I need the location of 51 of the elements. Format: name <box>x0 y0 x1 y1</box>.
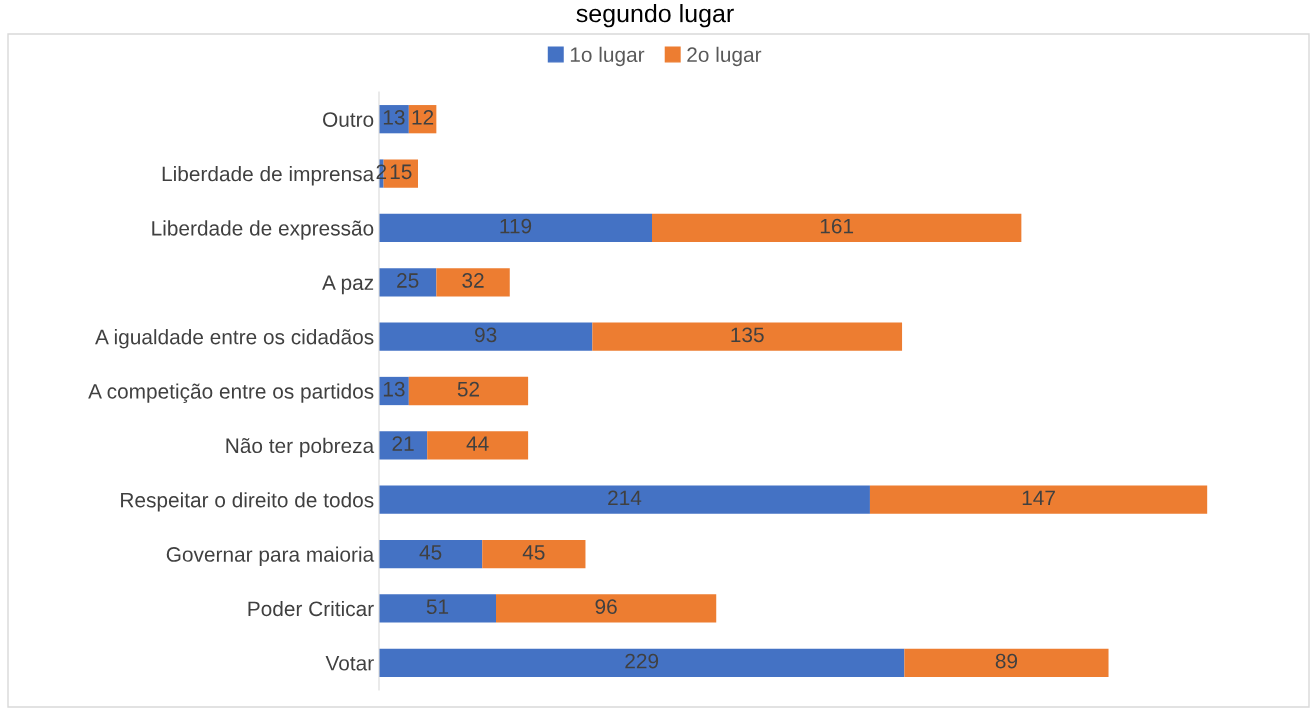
data-label: 119 <box>500 218 532 234</box>
data-label: 2 <box>376 164 387 179</box>
bar <box>904 648 1109 677</box>
legend-label: 2o lugar <box>687 46 762 67</box>
y-tick-label: Governar para maioria <box>166 546 375 566</box>
y-tick-label: Respeitar o direito de todos <box>121 492 374 512</box>
y-tick-label: Liberdade de expressão <box>152 220 374 240</box>
data-label: 32 <box>462 273 484 288</box>
data-label: 89 <box>995 653 1018 669</box>
bar <box>436 268 510 297</box>
bar <box>379 322 593 351</box>
bar <box>482 539 586 569</box>
data-label: 93 <box>475 327 497 343</box>
data-label: 21 <box>392 436 414 451</box>
bar <box>408 376 529 406</box>
bar <box>496 594 717 623</box>
data-label: 45 <box>522 545 545 560</box>
chart-title: segundo lugar <box>576 4 734 28</box>
data-label: 13 <box>383 381 405 397</box>
y-tick-label: A igualdade entre os cidadãos <box>95 329 374 349</box>
bar <box>869 485 1208 514</box>
bar <box>427 431 529 460</box>
y-tick-label: A paz <box>322 275 374 295</box>
data-label: 44 <box>466 436 489 451</box>
y-tick-label: A competição entre os partidos <box>88 383 374 403</box>
bar <box>592 322 903 351</box>
data-label: 51 <box>426 599 449 615</box>
data-label: 229 <box>625 653 659 669</box>
data-label: 45 <box>419 545 442 560</box>
data-label: 12 <box>412 110 434 125</box>
data-label: 13 <box>383 110 405 125</box>
data-label: 96 <box>595 599 617 615</box>
bar <box>652 213 1022 243</box>
bar <box>379 485 870 514</box>
bar <box>379 594 496 623</box>
bar <box>379 539 483 569</box>
bar <box>379 213 652 243</box>
data-label: 147 <box>1022 490 1055 506</box>
data-label: 214 <box>608 490 642 506</box>
data-label: 161 <box>820 218 854 234</box>
legend-label: 1o lugar <box>570 46 645 67</box>
data-label: 135 <box>731 327 764 343</box>
data-label: 52 <box>457 381 480 397</box>
y-tick-label: Não ter pobreza <box>226 437 375 458</box>
y-tick-label: Poder Criticar <box>248 600 374 617</box>
data-label: 25 <box>397 273 419 288</box>
y-tick-label: Outro <box>323 112 374 127</box>
y-tick-label: Liberdade de imprensa <box>162 166 375 186</box>
y-tick-label: Votar <box>325 656 374 671</box>
data-label: 15 <box>390 164 412 180</box>
bar <box>379 648 905 677</box>
